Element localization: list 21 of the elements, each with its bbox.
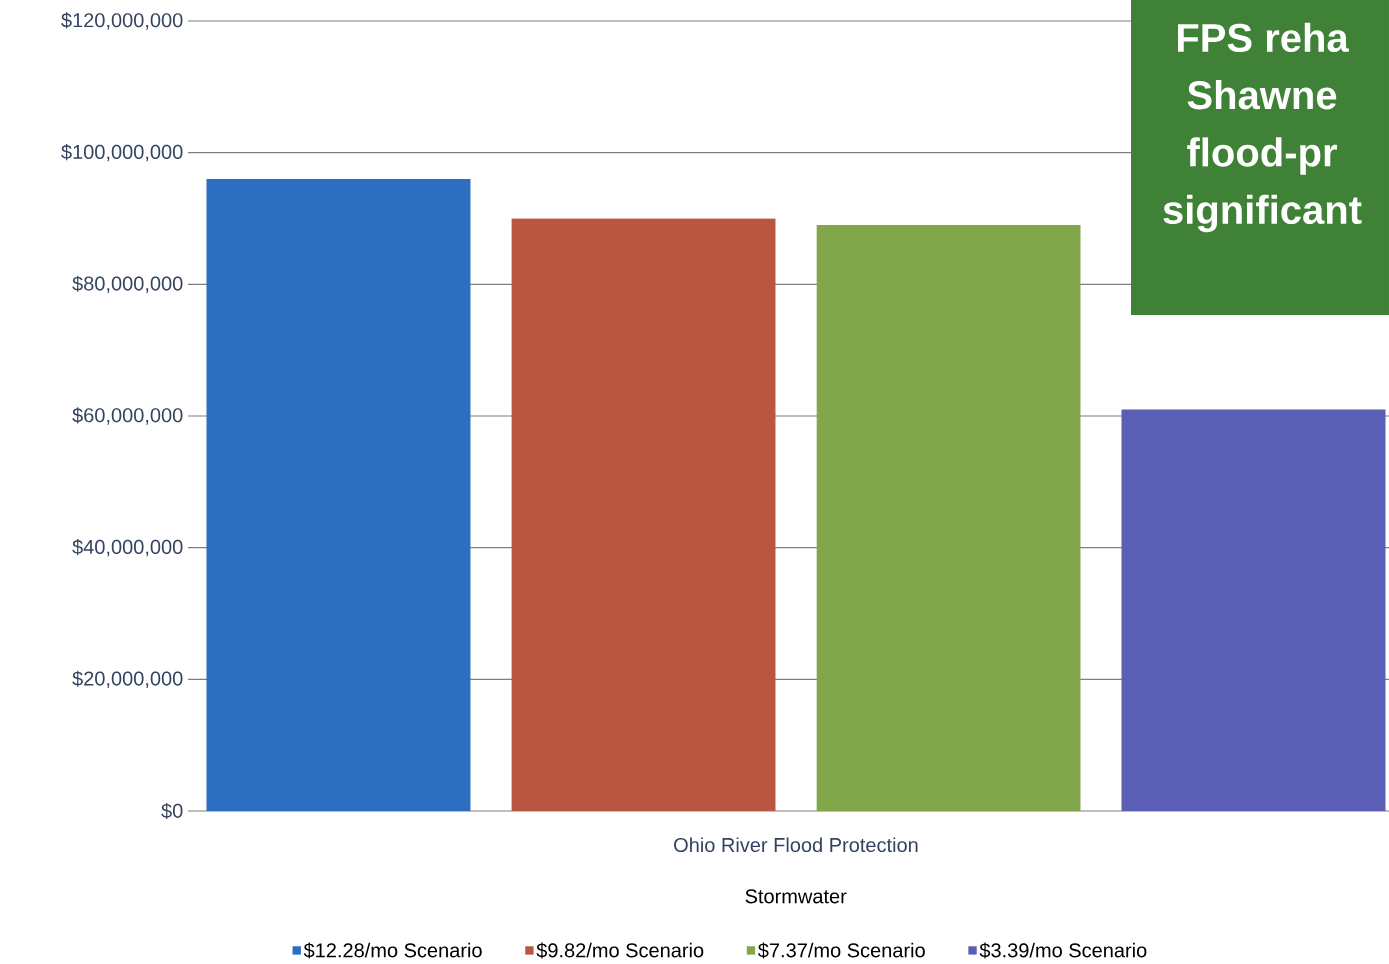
bar [511, 218, 776, 811]
annotation: FPS reha [1177, 22, 1349, 53]
y-tick-label: $100,000,000 [61, 143, 183, 162]
bar [1121, 409, 1386, 811]
x-axis-title: Stormwater [745, 889, 847, 904]
legend-label: $7.37/mo Scenario [758, 942, 925, 959]
annotation: significant [1163, 194, 1362, 233]
legend-label: $9.82/mo Scenario [536, 942, 704, 959]
bar [816, 225, 1081, 811]
y-tick-label: $120,000,000 [61, 12, 183, 30]
annotation: flood-pr [1187, 137, 1337, 175]
annotation: Shawne [1187, 80, 1337, 110]
x-tick-label: Ohio River Flood Protection [674, 837, 918, 853]
legend-label: $12.28/mo Scenario [303, 942, 482, 959]
y-tick-label: $0 [161, 802, 183, 820]
y-tick-label: $60,000,000 [72, 407, 183, 425]
bar [206, 178, 471, 811]
y-tick-label: $40,000,000 [72, 538, 183, 557]
legend-label: $3.39/mo Scenario [979, 942, 1147, 959]
y-tick-label: $80,000,000 [72, 275, 183, 293]
y-tick-label: $20,000,000 [72, 670, 183, 688]
